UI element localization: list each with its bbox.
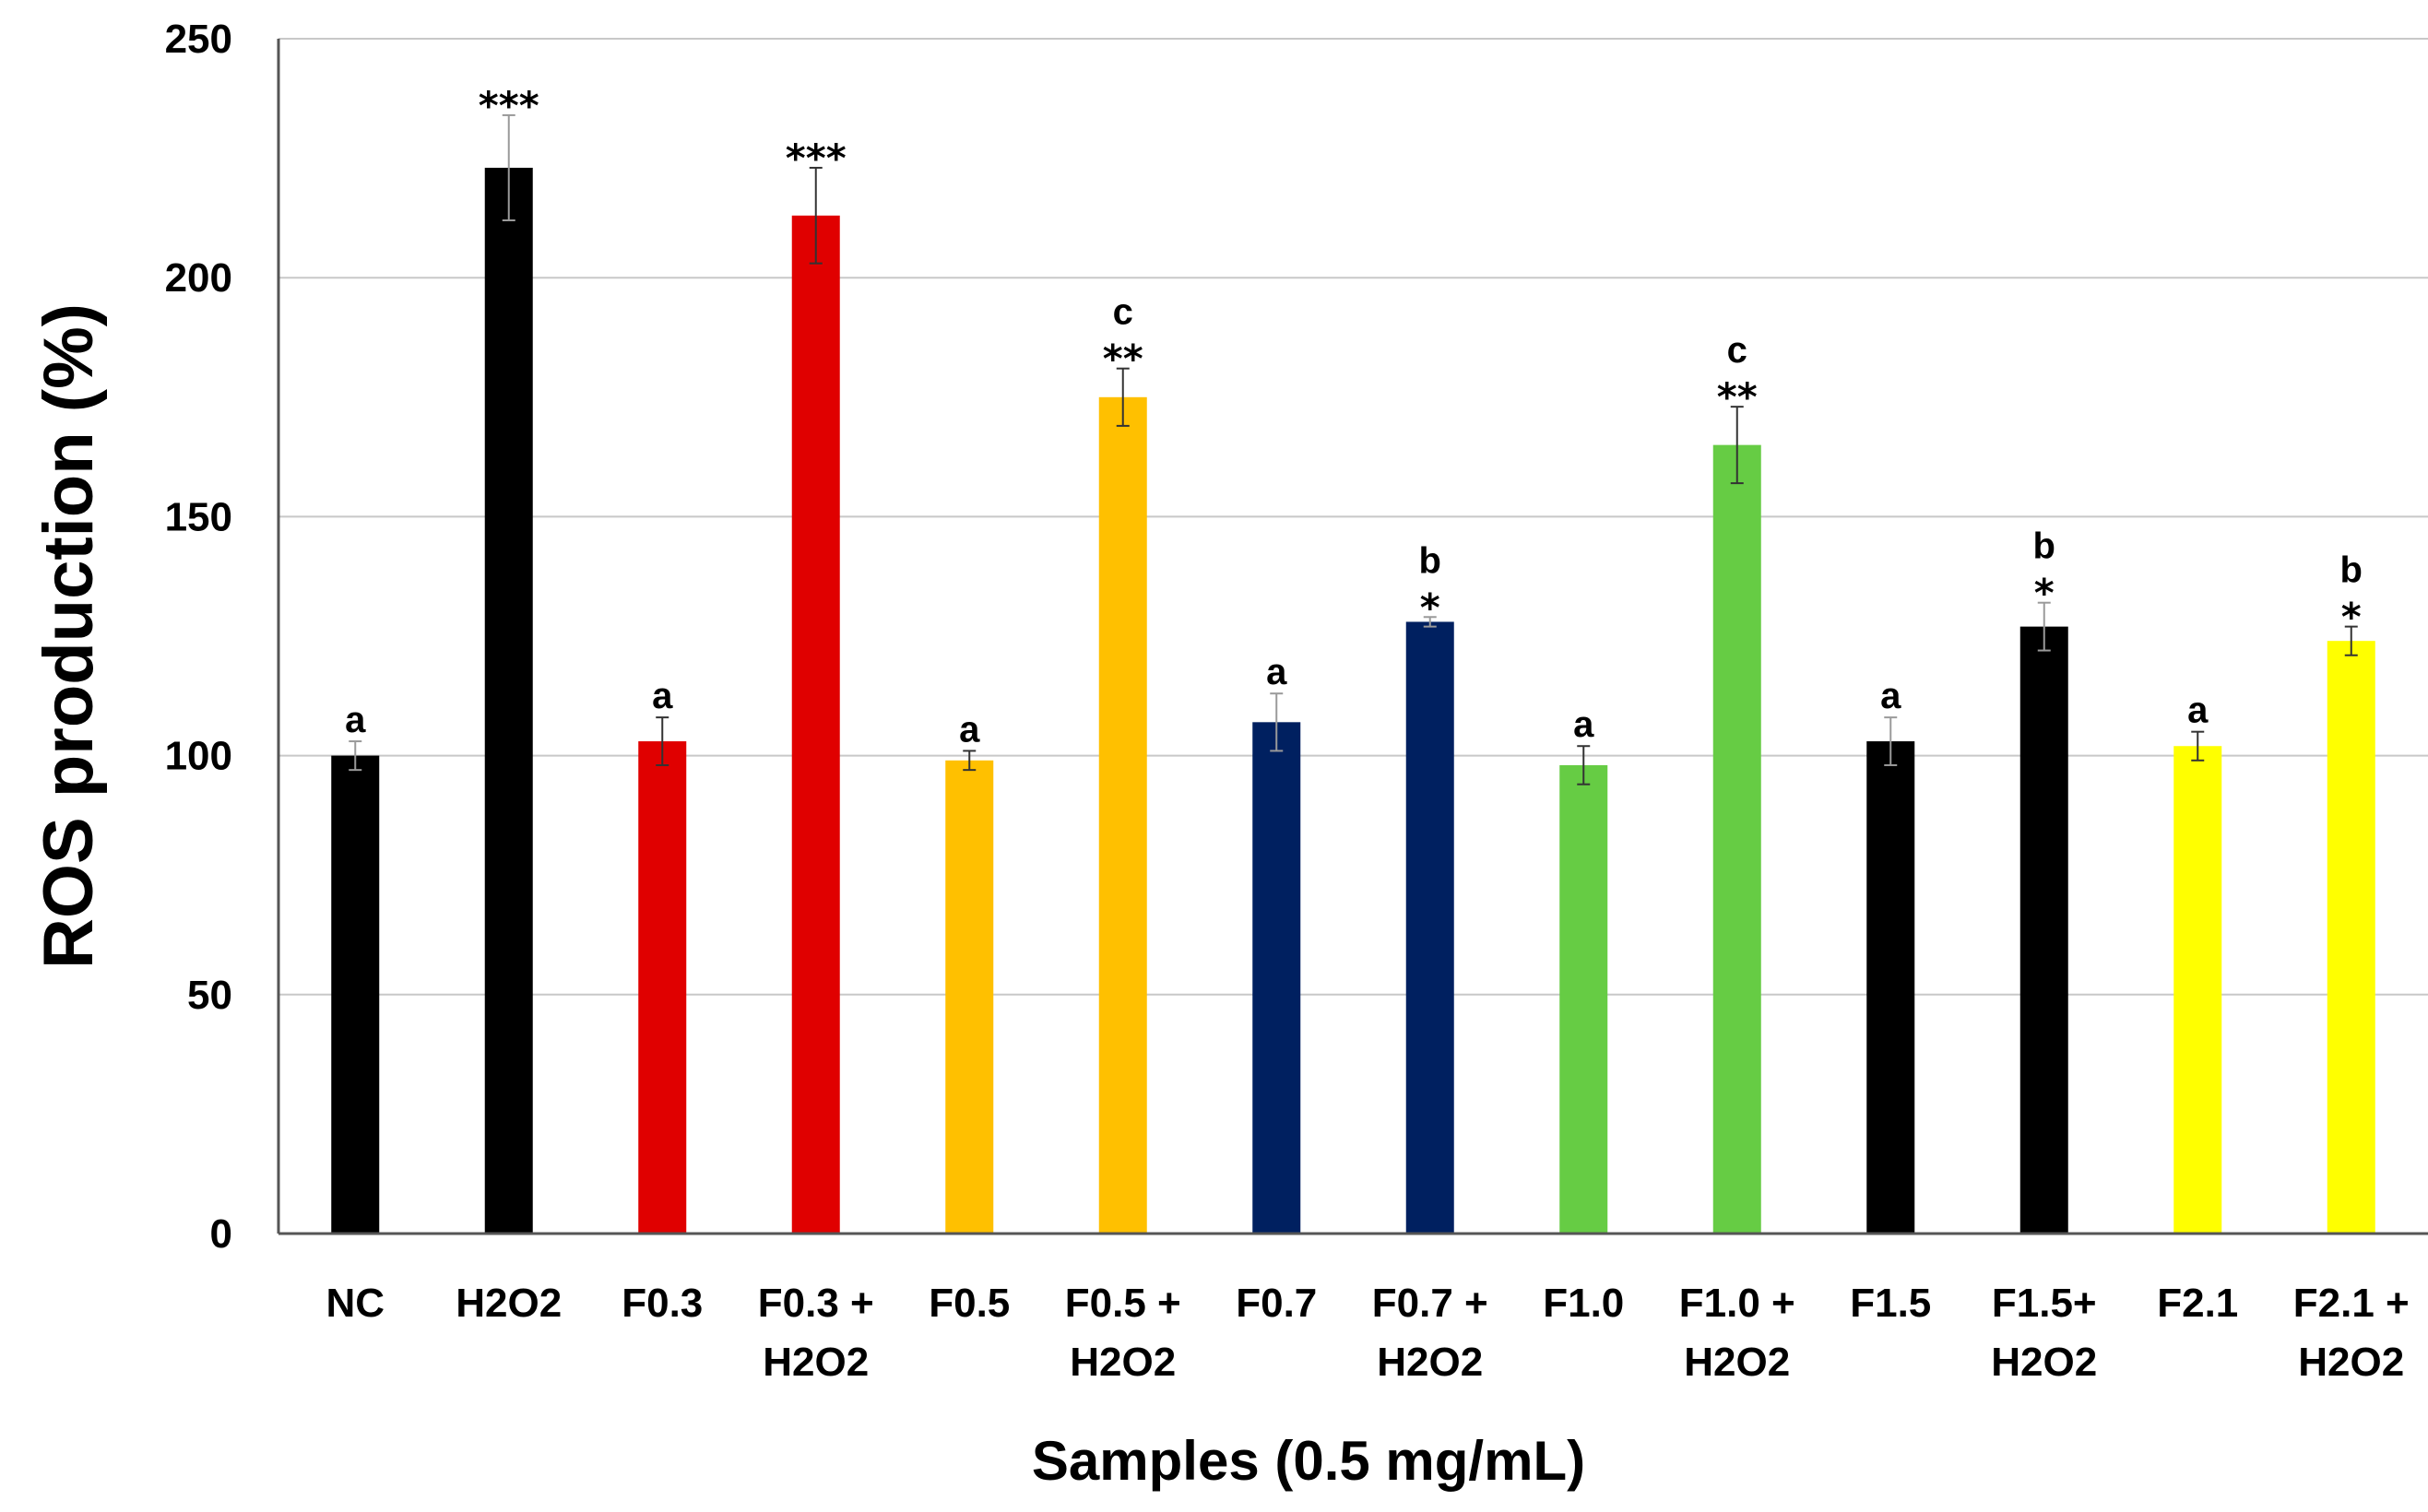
- group-letter: b: [2340, 550, 2363, 591]
- y-tick-label: 150: [165, 494, 232, 539]
- significance-stars: **: [1103, 337, 1143, 382]
- bar: [1252, 722, 1301, 1234]
- error-bar: [1577, 745, 1591, 786]
- x-tick-label: F0.5 +: [1065, 1281, 1181, 1326]
- bar: [2019, 626, 2068, 1234]
- x-tick-label: F0.7 +: [1372, 1281, 1488, 1326]
- group-letter: c: [1727, 330, 1747, 371]
- y-tick-label: 0: [210, 1211, 232, 1257]
- y-tick-label: 100: [165, 734, 232, 779]
- group-letter: c: [1113, 292, 1133, 333]
- axes: [277, 39, 2428, 1235]
- y-tick-label: 50: [187, 973, 232, 1018]
- x-tick-label: F0.5: [929, 1281, 1010, 1326]
- group-letter: a: [1266, 652, 1287, 692]
- x-tick-label: H2O2: [456, 1281, 562, 1326]
- x-tick-label: F1.5: [1850, 1281, 1931, 1326]
- error-bar: [1270, 692, 1284, 752]
- error-bar: [2344, 625, 2358, 656]
- x-tick-label: F0.3: [622, 1281, 703, 1326]
- error-bar: [656, 716, 669, 766]
- error-bar: [349, 740, 362, 772]
- error-bar: [963, 750, 977, 772]
- bar: [2173, 746, 2222, 1234]
- bar: [484, 167, 533, 1234]
- group-letter: a: [2187, 691, 2209, 731]
- group-letter: a: [1573, 704, 1594, 745]
- x-tick-label-line2: H2O2: [1377, 1340, 1483, 1385]
- error-bar: [1884, 716, 1898, 766]
- error-bar: [809, 166, 823, 265]
- group-letter: a: [959, 709, 980, 750]
- bar: [638, 741, 687, 1234]
- x-tick-label: F0.3 +: [758, 1281, 874, 1326]
- significance-stars: *: [1420, 585, 1440, 630]
- bar: [1098, 396, 1147, 1234]
- grid-lines: [278, 38, 2428, 996]
- significance-stars: *: [2034, 571, 2055, 616]
- x-tick-label: F2.1: [2157, 1281, 2238, 1326]
- y-tick-labels: 0 50 100 150 200 250: [165, 17, 232, 1257]
- x-tick-label-line2: H2O2: [2298, 1340, 2404, 1385]
- x-axis-title: Samples (0.5 mg/mL): [1032, 1430, 1585, 1492]
- x-tick-label-line2: H2O2: [1991, 1340, 2097, 1385]
- error-bar: [1730, 406, 1744, 485]
- bar: [2327, 641, 2375, 1234]
- group-letter: a: [652, 676, 673, 716]
- error-bar: [502, 113, 515, 221]
- error-bar: [1423, 616, 1437, 628]
- bar: [1405, 621, 1454, 1234]
- x-tick-label-line2: H2O2: [1070, 1340, 1176, 1385]
- x-tick-label: F1.0: [1543, 1281, 1624, 1326]
- significance-stars: *: [2341, 595, 2362, 640]
- bar: [1866, 741, 1915, 1234]
- group-letter: a: [1880, 676, 1901, 716]
- annotations: a***a***a**ca*ba**ca*ba*b: [345, 83, 2363, 750]
- y-tick-label: 200: [165, 255, 232, 301]
- significance-stars: ***: [479, 83, 539, 128]
- bar: [945, 760, 994, 1234]
- significance-stars: ***: [786, 136, 847, 181]
- y-axis-title: ROS production (%): [30, 303, 108, 969]
- group-letter: b: [1419, 540, 1441, 581]
- x-tick-labels: NC H2O2 F0.3 F0.3 + H2O2 F0.5 F0.5 + H2O2 F0.7 F0…: [326, 1281, 2409, 1385]
- x-tick-label: F2.1 +: [2293, 1281, 2410, 1326]
- x-tick-label-line2: H2O2: [1684, 1340, 1790, 1385]
- bar: [1559, 764, 1608, 1234]
- significance-stars: **: [1717, 374, 1758, 419]
- error-bar: [1116, 367, 1130, 427]
- group-letter: b: [2033, 526, 2055, 567]
- error-bar: [2191, 730, 2205, 762]
- x-tick-label: F1.5+: [1992, 1281, 2097, 1326]
- error-bar: [2037, 601, 2051, 652]
- x-tick-label-line2: H2O2: [763, 1340, 869, 1385]
- bar: [1712, 444, 1761, 1234]
- bar: [331, 755, 380, 1234]
- x-tick-label: NC: [326, 1281, 385, 1326]
- x-tick-label: F1.0 +: [1679, 1281, 1795, 1326]
- bars: [331, 113, 2375, 1234]
- bar: [791, 215, 840, 1234]
- x-tick-label: F0.7: [1236, 1281, 1317, 1326]
- group-letter: a: [345, 700, 366, 740]
- y-tick-label: 250: [165, 17, 232, 62]
